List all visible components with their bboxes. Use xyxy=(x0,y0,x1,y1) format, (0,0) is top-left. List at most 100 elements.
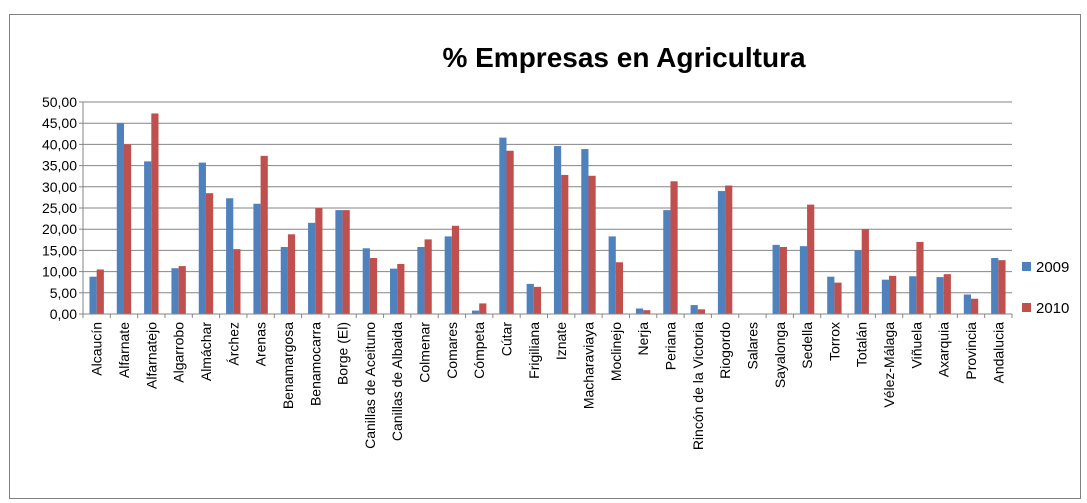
legend-swatch xyxy=(1022,303,1031,312)
bar-2010 xyxy=(342,210,350,314)
bar-2010 xyxy=(424,239,432,314)
y-tick-label: 30,00 xyxy=(42,179,77,195)
bar-2010 xyxy=(998,260,1006,314)
bar-2009 xyxy=(362,248,370,314)
legend-label: 2010 xyxy=(1036,300,1069,317)
bar-2010 xyxy=(479,303,487,314)
category-label: Cómpeta xyxy=(471,322,487,379)
bar-2010 xyxy=(233,249,241,314)
bar-2009 xyxy=(89,276,97,314)
bar-2009 xyxy=(581,149,589,314)
bar-2009 xyxy=(854,250,862,314)
category-label: Borge (El) xyxy=(335,322,351,385)
category-label: Iznate xyxy=(553,322,569,360)
bar-2010 xyxy=(315,208,323,314)
bar-2009 xyxy=(909,276,917,314)
category-label: Periana xyxy=(662,322,678,370)
bar-2010 xyxy=(834,282,842,314)
bar-2009 xyxy=(717,191,726,314)
category-label: Alcaucín xyxy=(89,322,105,376)
category-label: Provincia xyxy=(963,322,979,380)
bar-2010 xyxy=(779,247,787,314)
bar-2010 xyxy=(615,262,624,314)
bar-2009 xyxy=(635,308,644,314)
category-label: Almáchar xyxy=(198,322,214,381)
bar-2009 xyxy=(526,283,534,314)
bar-2009 xyxy=(280,247,288,314)
bar-2009 xyxy=(471,310,480,314)
category-label: Moclinejo xyxy=(608,322,624,381)
category-label: Alfarnatejo xyxy=(143,322,159,389)
bar-2010 xyxy=(205,193,214,314)
category-label: Torrox xyxy=(826,322,842,361)
bar-2010 xyxy=(971,298,979,314)
category-label: Salares xyxy=(744,322,760,369)
bar-2009 xyxy=(171,268,179,314)
legend: 2009 2010 xyxy=(1022,259,1069,317)
y-tick-label: 20,00 xyxy=(42,221,77,237)
bar-2009 xyxy=(608,236,616,314)
bar-2010 xyxy=(916,241,924,314)
category-label: Axarquia xyxy=(936,322,952,377)
bar-2009 xyxy=(308,222,316,314)
bar-2009 xyxy=(198,162,206,314)
legend-label: 2009 xyxy=(1036,259,1069,276)
category-label: Comares xyxy=(444,322,460,379)
y-axis-ticks: 0,00 5,00 10,00 15,00 20,00 25,00 30,00 35,00 40… xyxy=(42,94,83,322)
bar-2009 xyxy=(827,276,835,314)
bar-2009 xyxy=(799,246,808,314)
bar-2009 xyxy=(772,244,780,314)
bar-2010 xyxy=(670,181,678,314)
y-tick-label: 40,00 xyxy=(42,136,77,152)
bar-2009 xyxy=(991,258,999,314)
bar-2010 xyxy=(369,258,378,314)
y-tick-label: 50,00 xyxy=(42,94,77,110)
bar-2009 xyxy=(690,305,698,314)
bar-2010 xyxy=(561,174,569,314)
bar-2009 xyxy=(335,210,343,314)
bar-2009 xyxy=(444,236,452,314)
category-label: Colmenar xyxy=(417,322,433,383)
bar-2010 xyxy=(96,269,104,314)
bar-2010 xyxy=(506,150,514,314)
bar-2009 xyxy=(116,123,124,314)
category-label: Andalucia xyxy=(990,322,1006,384)
y-tick-label: 45,00 xyxy=(42,115,77,131)
category-label: Árchez xyxy=(225,322,241,366)
category-label: Frigiliana xyxy=(526,322,542,379)
category-label: Benamargosa xyxy=(280,322,296,409)
bar-2009 xyxy=(936,277,944,314)
bar-2009 xyxy=(390,268,398,314)
bar-2010 xyxy=(397,263,405,314)
category-label: Algarrobo xyxy=(171,322,187,383)
bar-2010 xyxy=(178,266,186,314)
category-label: Rincón de la Victoria xyxy=(690,322,706,450)
bar-2010 xyxy=(123,144,132,314)
bar-2009 xyxy=(963,294,972,314)
chart-title: % Empresas en Agricultura xyxy=(442,42,806,73)
bar-2010 xyxy=(533,286,542,314)
category-label: Benamocarra xyxy=(307,322,323,406)
bar-2010 xyxy=(260,155,268,314)
y-tick-label: 35,00 xyxy=(42,158,77,174)
bar-2010 xyxy=(807,204,815,314)
bar-2009 xyxy=(417,247,425,314)
category-label: Alfarnate xyxy=(116,322,132,378)
category-label: Macharaviaya xyxy=(580,322,596,409)
category-label: Canillas de Albaida xyxy=(389,322,405,441)
category-label: Arenas xyxy=(253,322,269,366)
bar-2010 xyxy=(861,229,869,314)
bar-2009 xyxy=(499,137,507,314)
gridlines xyxy=(83,101,1012,294)
bar-2009 xyxy=(553,146,562,314)
category-label: Totalán xyxy=(854,322,870,367)
bar-2010 xyxy=(588,175,596,314)
category-label: Nerja xyxy=(635,322,651,356)
bar-2009 xyxy=(663,210,671,314)
bar-2009 xyxy=(253,203,261,314)
y-tick-label: 10,00 xyxy=(42,264,77,280)
bar-2010 xyxy=(151,113,159,314)
y-tick-label: 0,00 xyxy=(50,306,77,322)
category-label: Canillas de Aceituno xyxy=(362,322,378,449)
category-label: Riogordo xyxy=(717,322,733,379)
